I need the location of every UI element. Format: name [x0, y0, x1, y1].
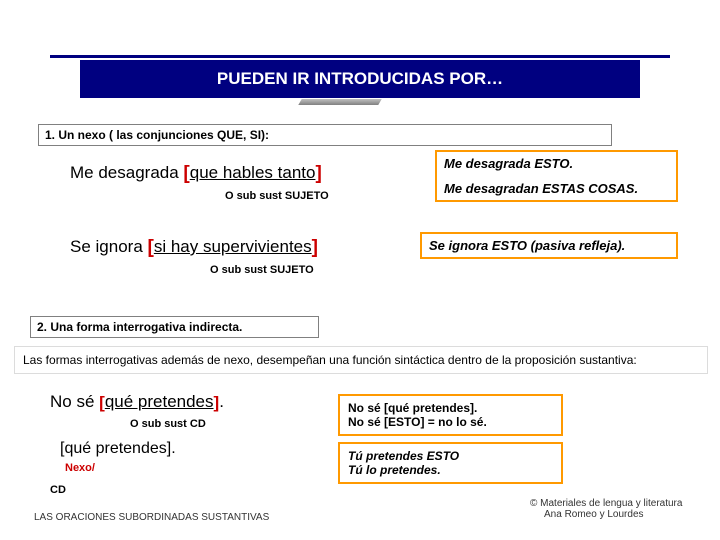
bracket-left-2: [ — [148, 237, 154, 259]
rbox2-line: Se ignora ESTO (pasiva refleja). — [429, 238, 669, 253]
ex1-sublabel: O sub sust SUJETO — [225, 190, 329, 202]
bracket-left: [ — [183, 163, 189, 185]
title-bar: PUEDEN IR INTRODUCIDAS POR… — [80, 60, 640, 98]
obox2-l1: Tú pretendes ESTO — [348, 449, 553, 463]
example-2: Se ignora [si hay supervivientes] — [70, 236, 318, 258]
footer-left: LAS ORACIONES SUBORDINADAS SUSTANTIVAS — [34, 512, 269, 523]
right-box-2: Se ignora ESTO (pasiva refleja). — [420, 232, 678, 259]
obox2-l2: Tú lo pretendes. — [348, 463, 553, 477]
ex1-prefix: Me desagrada — [70, 163, 183, 182]
ex3-inner: qué pretendes — [105, 392, 214, 411]
ex2-sublabel: O sub sust SUJETO — [210, 264, 314, 276]
footer-right: © Materiales de lengua y literatura Ana … — [530, 498, 690, 520]
bracket-right-3: ] — [214, 393, 220, 413]
example-1: Me desagrada [que hables tanto] — [70, 162, 322, 184]
bracket-left-3: [ — [99, 393, 105, 413]
ex3-post: . — [219, 392, 224, 411]
bracket-right-2: ] — [312, 237, 318, 259]
ex3-prefix: No sé — [50, 392, 99, 411]
rbox1-line1: Me desagrada ESTO. — [444, 156, 669, 171]
rbox1-line2: Me desagradan ESTAS COSAS. — [444, 181, 669, 196]
footer-r1: © Materiales de lengua y literatura — [530, 498, 690, 509]
example-3: No sé [qué pretendes]. — [50, 392, 224, 412]
ex3-sublabel: O sub sust CD — [130, 418, 206, 430]
orange-box-2: Tú pretendes ESTO Tú lo pretendes. — [338, 442, 563, 484]
arrow-decoration — [298, 99, 381, 105]
right-box-1: Me desagrada ESTO. Me desagradan ESTAS C… — [435, 150, 678, 202]
ex2-prefix: Se ignora — [70, 237, 148, 256]
nexo-label: Nexo/ — [65, 462, 95, 474]
orange-box-1: No sé [qué pretendes]. No sé [ESTO] = no… — [338, 394, 563, 436]
cd-label: CD — [50, 484, 66, 496]
section-1-heading: 1. Un nexo ( las conjunciones QUE, SI): — [38, 124, 612, 146]
obox1-l1: No sé [qué pretendes]. — [348, 401, 553, 415]
bracket-right: ] — [315, 163, 321, 185]
example-4: [qué pretendes]. — [60, 440, 176, 458]
top-rule — [50, 55, 670, 58]
description-box: Las formas interrogativas además de nexo… — [14, 346, 708, 374]
obox1-l2: No sé [ESTO] = no lo sé. — [348, 415, 553, 429]
section-2-heading: 2. Una forma interrogativa indirecta. — [30, 316, 319, 338]
ex2-inner: si hay supervivientes — [154, 237, 312, 256]
ex1-inner: que hables tanto — [190, 163, 316, 182]
footer-r2: Ana Romeo y Lourdes — [530, 509, 690, 520]
